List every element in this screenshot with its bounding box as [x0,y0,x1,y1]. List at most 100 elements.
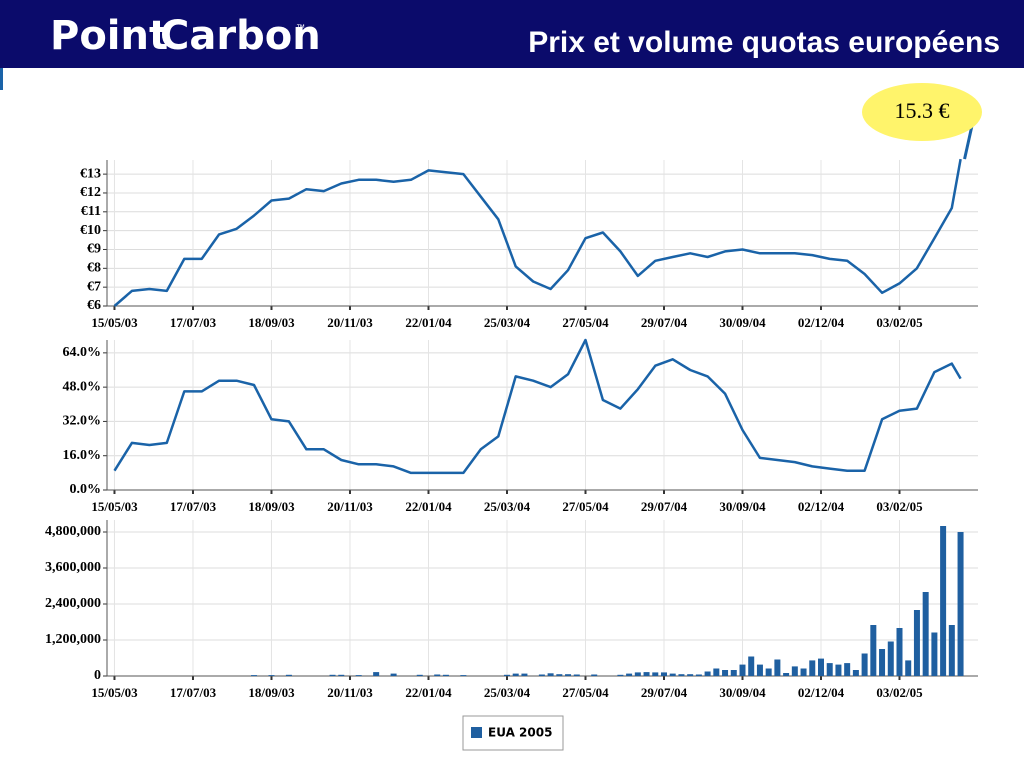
x-tick-label: 20/11/03 [327,685,373,700]
y-tick-label: 2,400,000 [45,596,101,611]
bar [268,675,275,676]
x-tick-label: 30/09/04 [719,315,766,330]
bar [538,674,545,676]
bar [565,674,572,676]
bar [722,670,729,676]
edge-mark [0,68,3,90]
bar [765,668,772,676]
y-tick-label: €7 [87,279,101,294]
y-tick-label: €12 [80,185,101,200]
price-line [113,338,962,475]
x-tick-label: 22/01/04 [405,499,452,514]
x-tick-label: 18/09/03 [248,315,295,330]
slide-title: Prix et volume quotas européens [528,26,1000,59]
logo-point: Point [50,13,168,59]
y-tick-label: 48.0% [63,379,102,394]
bar [634,672,641,676]
y-tick-label: 3,600,000 [45,560,101,575]
bar [748,656,755,676]
bar [713,668,720,676]
bar [896,628,903,676]
x-tick-label: 20/11/03 [327,499,373,514]
y-tick-label: 0 [94,668,101,683]
header-bar [0,0,1024,68]
bar [338,674,345,676]
bar [660,672,667,676]
x-tick-label: 30/09/04 [719,685,766,700]
price-line [113,158,962,307]
x-tick-label: 03/02/05 [876,499,923,514]
legend-label: EUA 2005 [488,726,552,740]
y-tick-label: €9 [87,242,101,257]
x-tick-label: 17/07/03 [170,685,217,700]
x-tick-label: 27/05/04 [562,499,609,514]
bar [870,625,877,676]
bar [626,673,633,676]
bar [739,664,746,676]
y-tick-label: €8 [87,261,101,276]
bar [355,675,362,676]
bar [695,674,702,676]
bar [285,674,292,676]
x-tick-label: 15/05/03 [91,685,138,700]
bar [835,664,842,676]
annotation: 15.3 € [895,98,950,123]
x-tick-label: 25/03/04 [484,685,531,700]
bar [251,675,258,676]
x-tick-label: 20/11/03 [327,315,373,330]
bar [503,674,510,676]
x-tick-label: 03/02/05 [876,685,923,700]
x-tick-label: 02/12/04 [798,685,845,700]
bar [678,674,685,676]
y-tick-label: €6 [87,298,101,313]
bar [913,610,920,676]
bar [809,660,816,676]
bar [957,532,964,676]
x-tick-label: 15/05/03 [91,315,138,330]
bar [521,673,528,676]
x-tick-label: 02/12/04 [798,499,845,514]
bar [774,659,781,676]
x-tick-label: 17/07/03 [170,315,217,330]
bar [922,592,929,676]
bar [783,673,790,676]
bar [591,674,598,676]
bar [547,673,554,676]
y-tick-label: 32.0% [63,414,102,429]
y-tick-label: 16.0% [63,448,102,463]
x-tick-label: 25/03/04 [484,499,531,514]
bar [756,664,763,676]
x-tick-label: 18/09/03 [248,499,295,514]
y-tick-label: 0.0% [70,482,102,497]
bar [434,674,441,676]
bar [390,673,397,676]
x-tick-label: 29/07/04 [641,315,688,330]
x-tick-label: 29/07/04 [641,499,688,514]
x-tick-label: 18/09/03 [248,685,295,700]
bar [573,674,580,676]
x-tick-label: 29/07/04 [641,685,688,700]
y-tick-label: €13 [80,166,101,181]
bar [512,673,519,676]
bar [817,658,824,676]
logo-carbon: Carbon [160,13,321,59]
bar [416,674,423,676]
bar [329,674,336,676]
x-tick-label: 22/01/04 [405,315,452,330]
bar [652,672,659,676]
bar [826,663,833,676]
bar [643,672,650,676]
bar [704,671,711,676]
bar [940,526,947,676]
bar [617,674,624,676]
bar [730,670,737,676]
x-tick-label: 17/07/03 [170,499,217,514]
y-tick-label: 64.0% [63,345,102,360]
bar [669,673,676,676]
bar [879,649,886,676]
y-tick-label: €11 [81,204,101,219]
y-tick-label: €10 [80,223,101,238]
bar [931,632,938,676]
bar [460,675,467,676]
bar [852,670,859,676]
